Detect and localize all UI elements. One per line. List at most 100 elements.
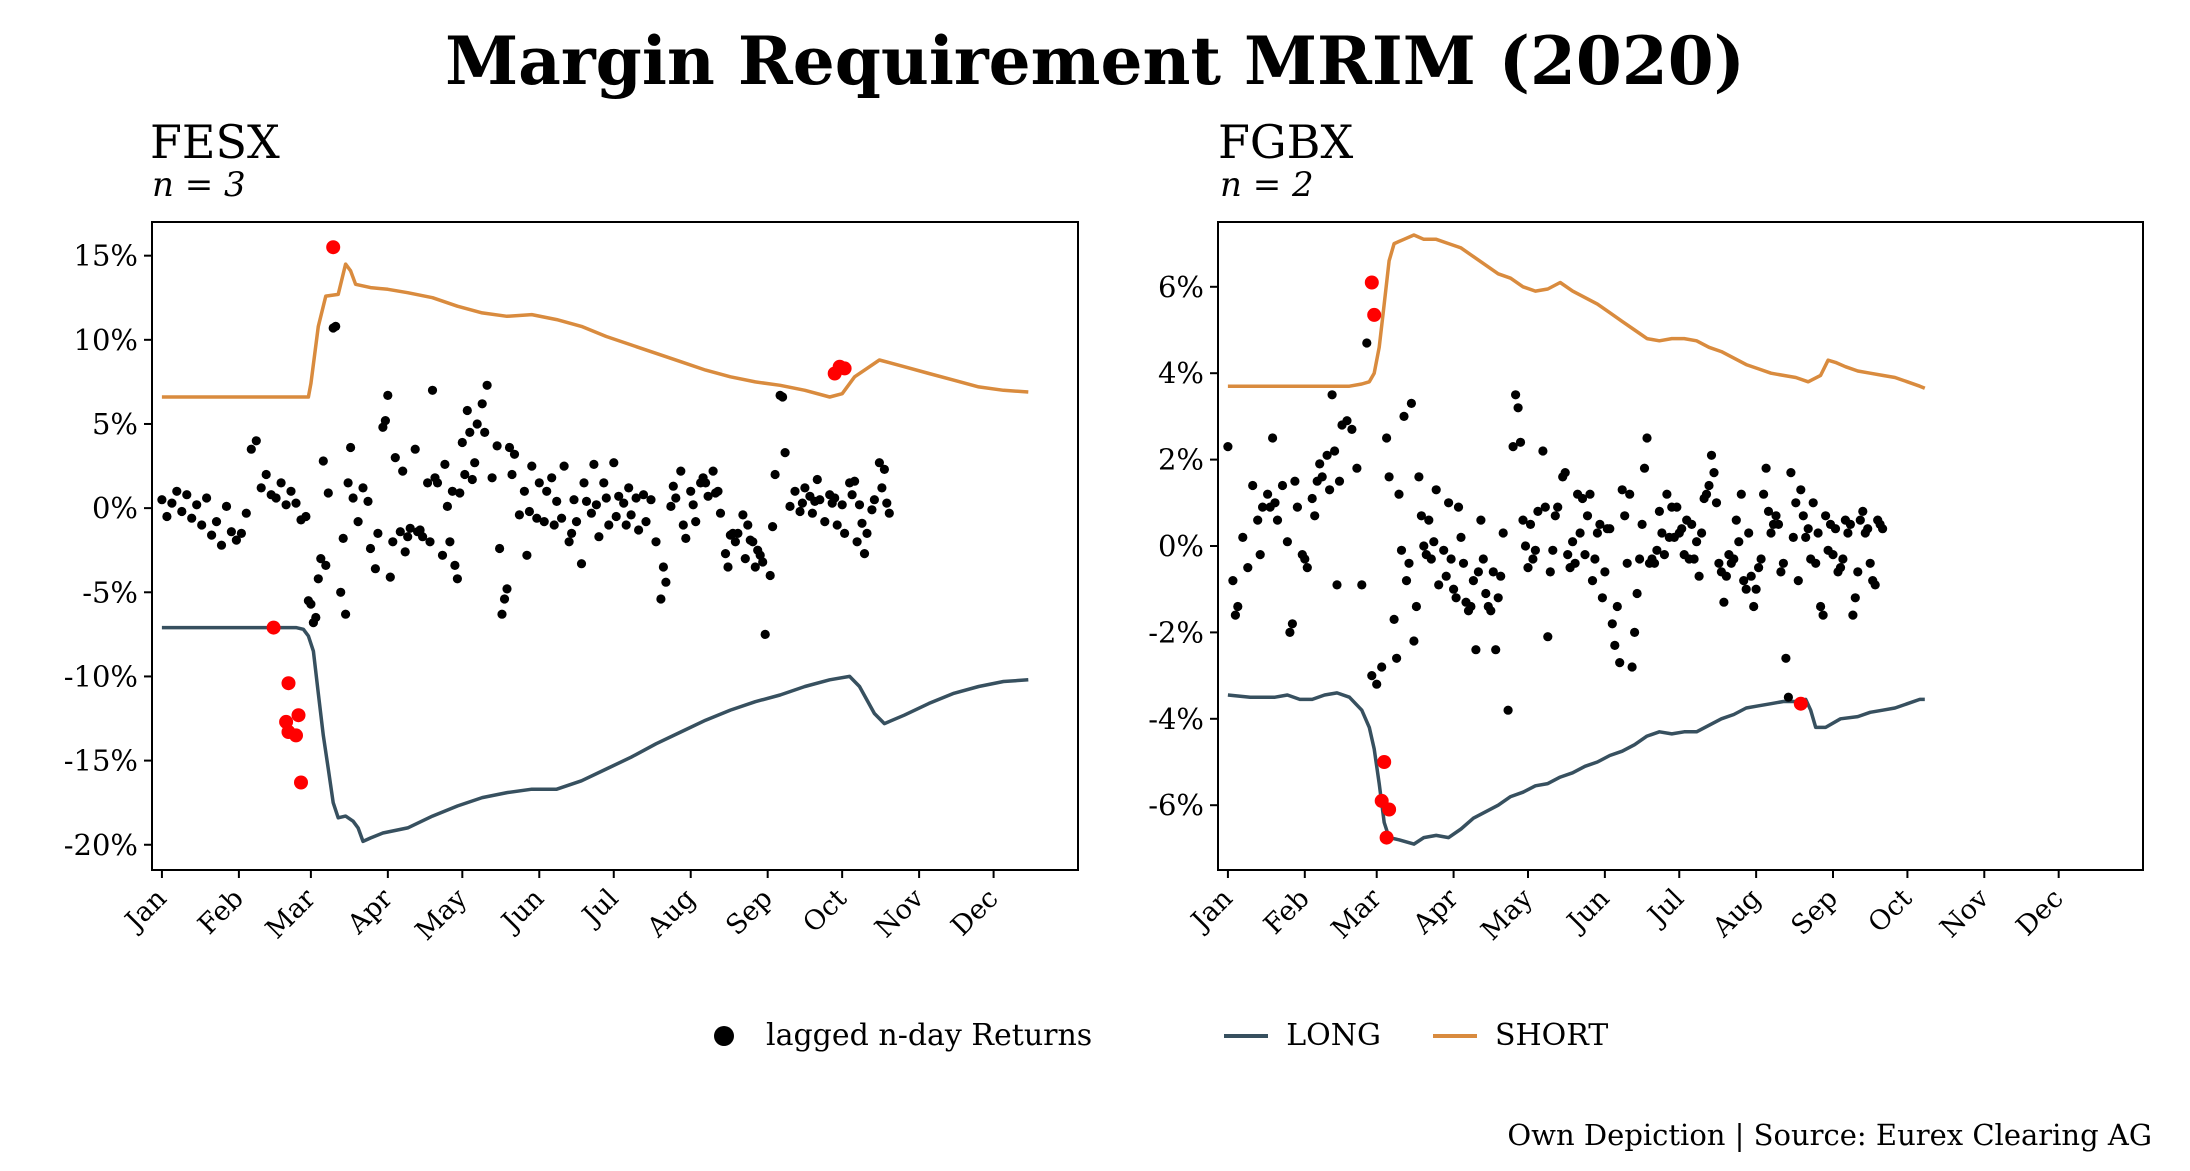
- return-point-fgbx: [1406, 398, 1416, 408]
- return-point-fgbx: [1478, 554, 1488, 564]
- return-point-fesx: [504, 442, 515, 453]
- return-point-fgbx: [1310, 511, 1320, 521]
- return-point-fgbx: [1401, 576, 1412, 586]
- return-point-fgbx: [1347, 424, 1357, 434]
- y-tick-label-fesx: 15%: [74, 239, 138, 273]
- return-point-fesx: [462, 405, 472, 416]
- return-point-fesx: [815, 495, 825, 505]
- return-point-fgbx: [1687, 519, 1697, 530]
- return-point-fgbx: [1563, 550, 1573, 560]
- series-line-short-fesx: [161, 262, 1029, 399]
- return-point-fesx: [336, 587, 346, 597]
- return-point-fgbx: [1357, 580, 1367, 590]
- return-point-fgbx: [1865, 558, 1875, 568]
- return-point-fgbx: [1734, 537, 1744, 547]
- return-point-fgbx: [1731, 515, 1741, 525]
- return-point-fesx: [301, 511, 311, 522]
- y-tick-label-fgbx: 2%: [1158, 443, 1204, 477]
- return-point-fgbx: [1711, 498, 1722, 508]
- x-tick-label-fgbx: Feb: [1258, 883, 1316, 941]
- return-point-fgbx: [1803, 524, 1813, 534]
- return-point-fesx: [601, 493, 611, 503]
- return-point-fgbx: [1585, 489, 1595, 499]
- return-point-fgbx: [1853, 567, 1863, 577]
- return-point-fesx: [455, 488, 465, 498]
- return-point-fgbx: [1587, 576, 1598, 586]
- return-point-fgbx: [1439, 545, 1449, 555]
- return-point-fesx: [276, 478, 286, 488]
- return-point-fesx: [770, 469, 780, 480]
- y-tick-label-fesx: 0%: [92, 491, 138, 525]
- return-point-fesx: [425, 537, 435, 547]
- return-point-fesx: [467, 474, 477, 485]
- return-point-fgbx: [1689, 554, 1699, 564]
- return-point-fgbx: [1511, 390, 1521, 400]
- y-tick-label-fgbx: 0%: [1158, 529, 1204, 563]
- return-point-fgbx: [1835, 563, 1846, 573]
- x-tick-label-fesx: Feb: [192, 883, 250, 941]
- return-point-fesx: [432, 478, 443, 488]
- return-point-fesx: [614, 491, 624, 501]
- return-point-fesx: [723, 562, 733, 572]
- return-point-fgbx: [1453, 502, 1464, 512]
- return-point-fesx: [589, 459, 599, 469]
- return-point-fgbx: [1533, 506, 1543, 516]
- return-point-fgbx: [1416, 511, 1426, 521]
- return-point-fesx: [651, 537, 661, 547]
- return-point-fesx: [591, 500, 602, 510]
- return-point-fesx: [519, 486, 530, 496]
- breach-point-fesx: [281, 676, 296, 691]
- return-point-fesx: [569, 495, 579, 505]
- return-point-fesx: [847, 490, 857, 500]
- return-point-fesx: [837, 500, 847, 510]
- legend-item-returns: lagged n-day Returns: [712, 1018, 1092, 1053]
- x-tick-label-fgbx: Nov: [1934, 883, 1995, 944]
- return-point-fgbx: [1548, 545, 1558, 555]
- return-point-fgbx: [1759, 489, 1769, 499]
- return-point-fesx: [291, 498, 301, 508]
- return-point-fesx: [768, 522, 778, 532]
- return-point-fgbx: [1788, 532, 1798, 543]
- return-point-fgbx: [1560, 468, 1570, 478]
- return-point-fesx: [172, 486, 182, 496]
- y-tick-label-fesx: 5%: [92, 407, 138, 441]
- return-point-fgbx: [1704, 480, 1714, 491]
- return-point-fesx: [251, 436, 261, 446]
- return-point-fesx: [862, 528, 872, 539]
- return-point-fesx: [730, 537, 741, 547]
- return-point-fgbx: [1292, 502, 1302, 512]
- return-point-fgbx: [1783, 692, 1793, 702]
- return-point-fgbx: [1530, 545, 1540, 555]
- return-point-fesx: [331, 321, 341, 331]
- return-point-fgbx: [1811, 558, 1821, 568]
- return-point-fgbx: [1595, 519, 1605, 530]
- return-point-fesx: [877, 483, 887, 493]
- return-point-fgbx: [1503, 705, 1513, 715]
- legend-item-short: SHORT: [1431, 1018, 1608, 1053]
- return-point-fgbx: [1513, 403, 1523, 413]
- return-point-fesx: [859, 549, 870, 559]
- return-point-fgbx: [1389, 614, 1399, 625]
- return-point-fgbx: [1263, 489, 1273, 499]
- return-point-fesx: [681, 533, 691, 544]
- return-point-fgbx: [1520, 541, 1531, 551]
- return-point-fesx: [713, 486, 723, 496]
- return-point-fgbx: [1394, 489, 1404, 499]
- return-point-fesx: [869, 495, 880, 505]
- return-point-fesx: [576, 559, 587, 569]
- return-point-fesx: [661, 577, 671, 587]
- return-point-fesx: [559, 461, 569, 471]
- return-point-fesx: [750, 562, 760, 572]
- return-point-fesx: [840, 528, 850, 539]
- return-point-fgbx: [1630, 627, 1640, 638]
- return-point-fesx: [442, 501, 452, 511]
- return-point-fgbx: [1330, 446, 1340, 456]
- return-point-fgbx: [1793, 576, 1803, 586]
- x-tick-label-fesx: May: [410, 883, 474, 947]
- y-tick-label-fgbx: 4%: [1158, 356, 1204, 390]
- return-point-fesx: [383, 390, 393, 400]
- return-point-fgbx: [1746, 571, 1756, 581]
- return-point-fesx: [514, 510, 525, 520]
- return-point-fgbx: [1659, 550, 1669, 560]
- x-tick-label-fesx: Mar: [260, 883, 322, 945]
